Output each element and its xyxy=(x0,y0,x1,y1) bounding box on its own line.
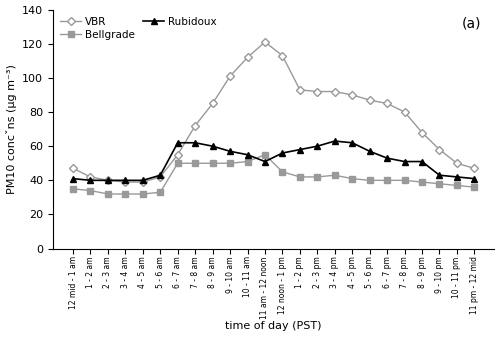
VBR xyxy=(174,153,180,157)
VBR xyxy=(314,90,320,94)
Rubidoux xyxy=(244,153,250,157)
Rubidoux xyxy=(349,141,355,145)
Legend: VBR, Bellgrade, Rubidoux: VBR, Bellgrade, Rubidoux xyxy=(58,15,219,42)
VBR xyxy=(419,130,425,134)
VBR xyxy=(192,124,198,128)
Rubidoux xyxy=(366,149,372,153)
Bellgrade xyxy=(158,190,164,194)
Rubidoux xyxy=(227,149,233,153)
VBR xyxy=(366,98,372,102)
Bellgrade xyxy=(210,161,216,165)
Bellgrade xyxy=(227,161,233,165)
Rubidoux xyxy=(262,159,268,163)
VBR xyxy=(244,55,250,59)
Bellgrade xyxy=(472,185,478,189)
Bellgrade xyxy=(419,180,425,184)
VBR xyxy=(402,110,407,114)
Bellgrade xyxy=(174,161,180,165)
VBR xyxy=(280,54,285,58)
Bellgrade xyxy=(454,183,460,187)
X-axis label: time of day (PST): time of day (PST) xyxy=(226,321,322,332)
Bellgrade xyxy=(366,178,372,182)
Bellgrade xyxy=(297,175,303,179)
Rubidoux xyxy=(210,144,216,148)
Rubidoux xyxy=(174,141,180,145)
VBR xyxy=(70,166,76,171)
VBR xyxy=(122,180,128,184)
Line: Bellgrade: Bellgrade xyxy=(70,152,477,197)
VBR xyxy=(472,166,478,171)
VBR xyxy=(454,161,460,165)
VBR xyxy=(262,40,268,44)
Rubidoux xyxy=(140,178,146,182)
Rubidoux xyxy=(314,144,320,148)
Bellgrade xyxy=(349,177,355,181)
Rubidoux xyxy=(402,159,407,163)
Rubidoux xyxy=(88,178,94,182)
Rubidoux xyxy=(122,178,128,182)
Bellgrade xyxy=(402,178,407,182)
VBR xyxy=(210,101,216,105)
Rubidoux xyxy=(419,159,425,163)
Rubidoux xyxy=(436,173,442,177)
VBR xyxy=(105,178,111,182)
Bellgrade xyxy=(384,178,390,182)
Rubidoux xyxy=(70,177,76,181)
Rubidoux xyxy=(297,148,303,152)
Rubidoux xyxy=(384,156,390,160)
Rubidoux xyxy=(105,178,111,182)
Bellgrade xyxy=(122,192,128,196)
Y-axis label: PM10 concˇns (μg m⁻³): PM10 concˇns (μg m⁻³) xyxy=(6,64,16,194)
VBR xyxy=(227,74,233,78)
Bellgrade xyxy=(88,189,94,193)
Rubidoux xyxy=(332,139,338,143)
Text: (a): (a) xyxy=(462,17,481,31)
Bellgrade xyxy=(192,161,198,165)
VBR xyxy=(332,90,338,94)
Rubidoux xyxy=(192,141,198,145)
Bellgrade xyxy=(314,175,320,179)
Bellgrade xyxy=(244,159,250,163)
Bellgrade xyxy=(332,173,338,177)
Bellgrade xyxy=(140,192,146,196)
Bellgrade xyxy=(262,153,268,157)
VBR xyxy=(436,148,442,152)
Bellgrade xyxy=(280,170,285,174)
Line: VBR: VBR xyxy=(70,39,477,185)
VBR xyxy=(297,88,303,92)
VBR xyxy=(384,101,390,105)
Line: Rubidoux: Rubidoux xyxy=(70,137,478,184)
VBR xyxy=(349,93,355,97)
VBR xyxy=(140,180,146,184)
VBR xyxy=(88,175,94,179)
Rubidoux xyxy=(454,175,460,179)
Rubidoux xyxy=(280,151,285,155)
Bellgrade xyxy=(105,192,111,196)
VBR xyxy=(158,175,164,179)
Bellgrade xyxy=(436,182,442,186)
Bellgrade xyxy=(70,187,76,191)
Rubidoux xyxy=(158,173,164,177)
Rubidoux xyxy=(472,177,478,181)
